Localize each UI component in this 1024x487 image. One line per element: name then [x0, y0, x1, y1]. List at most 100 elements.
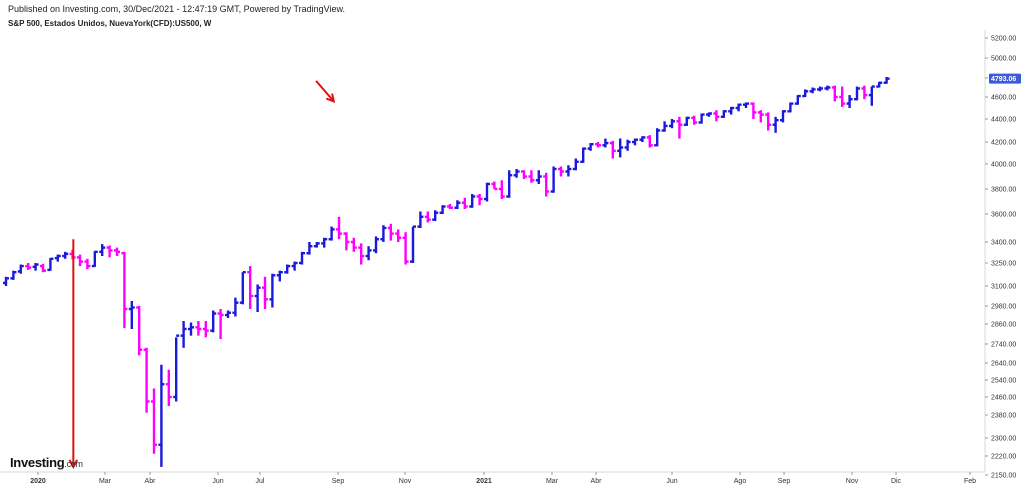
- ohlc-bar: [772, 116, 779, 133]
- ohlc-bar: [469, 194, 476, 208]
- ohlc-bar: [757, 110, 764, 123]
- ohlc-bar: [639, 136, 646, 142]
- ohlc-bar: [691, 115, 698, 125]
- ohlc-bar: [173, 334, 180, 402]
- x-tick-label: Nov: [846, 478, 859, 485]
- ohlc-bar: [609, 140, 616, 159]
- ohlc-bar: [373, 236, 379, 254]
- ohlc-bar: [40, 263, 46, 273]
- ohlc-bar: [395, 229, 402, 242]
- ohlc-bar: [683, 116, 690, 126]
- y-tick-label: 4400.00: [991, 117, 1016, 124]
- investing-logo: Investing.com: [10, 455, 83, 470]
- ohlc-bar: [114, 247, 120, 256]
- ohlc-bar: [17, 264, 24, 274]
- plot-area: [3, 77, 890, 467]
- ohlc-bar: [365, 246, 372, 261]
- ohlc-bar: [387, 223, 394, 241]
- y-tick-label: 2300.00: [991, 436, 1016, 443]
- ohlc-bar: [735, 103, 742, 112]
- last-price-tag: 4793.06: [989, 73, 1021, 84]
- ohlc-bar: [299, 251, 305, 265]
- ohlc-bar: [202, 321, 209, 338]
- axes: 5200.005000.004800.004600.004400.004200.…: [0, 30, 1021, 485]
- ohlc-bar: [99, 244, 106, 256]
- ohlc-bar: [262, 276, 268, 309]
- ohlc-bar: [617, 138, 624, 158]
- ohlc-bar: [484, 182, 490, 202]
- x-tick-label: Feb: [964, 478, 976, 485]
- ohlc-bar: [461, 197, 468, 209]
- ohlc-bar: [62, 251, 69, 259]
- ohlc-bar: [802, 89, 809, 98]
- ohlc-bar: [654, 128, 661, 147]
- ohlc-bar: [180, 321, 187, 348]
- x-tick-label: Ago: [734, 478, 747, 485]
- ohlc-bar: [239, 271, 246, 305]
- y-tick-label: 2980.00: [991, 304, 1016, 311]
- x-tick-label: Abr: [145, 478, 157, 485]
- ohlc-bar: [513, 169, 520, 178]
- ohlc-bar: [402, 232, 409, 265]
- ohlc-bar: [831, 85, 838, 102]
- ohlc-bar: [846, 95, 853, 108]
- y-tick-label: 3250.00: [991, 261, 1016, 268]
- ohlc-bar: [624, 139, 631, 151]
- x-tick-label: 2021: [476, 478, 492, 485]
- ohlc-bar: [676, 116, 683, 139]
- y-tick-label: 5000.00: [991, 56, 1016, 63]
- ohlc-bar: [77, 254, 83, 267]
- ohlc-bar: [765, 112, 772, 131]
- ohlc-bar: [794, 94, 801, 105]
- y-tick-label: 3400.00: [991, 240, 1016, 247]
- ohlc-bar: [780, 110, 786, 123]
- ohlc-bar: [713, 110, 720, 122]
- ohlc-bar: [165, 369, 172, 406]
- y-tick-label: 2540.00: [991, 378, 1016, 385]
- ohlc-bar: [410, 225, 416, 263]
- ohlc-bar: [343, 232, 350, 251]
- ohlc-bar: [306, 242, 313, 255]
- ohlc-bar: [121, 251, 128, 329]
- x-tick-label: Mar: [99, 478, 112, 485]
- ohlc-bar: [750, 102, 757, 119]
- ohlc-bar: [720, 110, 727, 119]
- y-tick-label: 3600.00: [991, 212, 1016, 219]
- last-price-label: 4793.06: [991, 76, 1016, 83]
- ohlc-bar: [824, 85, 831, 91]
- ohlc-bar: [158, 364, 165, 467]
- ohlc-bar: [358, 243, 365, 265]
- y-tick-label: 4200.00: [991, 140, 1016, 147]
- ohlc-bar: [10, 270, 17, 280]
- ohlc-bar: [861, 85, 868, 100]
- ohlc-bar: [32, 263, 39, 271]
- x-tick-label: Abr: [591, 478, 603, 485]
- ohlc-bar: [787, 102, 794, 113]
- y-tick-label: 2220.00: [991, 454, 1016, 461]
- ohlc-bar: [646, 135, 653, 148]
- ohlc-bar: [54, 254, 61, 262]
- ohlc-bar: [454, 200, 461, 209]
- ohlc-bar: [602, 138, 609, 148]
- ohlc-bar: [336, 216, 342, 240]
- ohlc-bar: [498, 180, 505, 199]
- x-tick-label: Dic: [891, 478, 902, 485]
- ohlc-bar: [669, 119, 675, 129]
- ohlc-bar: [276, 270, 283, 282]
- y-tick-label: 4000.00: [991, 162, 1016, 169]
- ohlc-bar: [506, 170, 513, 198]
- ohlc-bar: [558, 166, 564, 177]
- x-tick-label: Sep: [778, 478, 791, 485]
- ohlc-bar: [3, 276, 9, 286]
- y-tick-label: 2380.00: [991, 413, 1016, 420]
- ohlc-bar: [743, 102, 749, 108]
- ohlc-bar: [225, 310, 231, 318]
- ohlc-bar: [417, 211, 424, 228]
- ohlc-bar: [728, 106, 735, 115]
- ohlc-bar: [595, 142, 601, 148]
- ohlc-bar: [491, 181, 498, 191]
- y-tick-label: 2150.00: [991, 473, 1016, 480]
- x-tick-label: Nov: [399, 478, 412, 485]
- ohlc-bar: [321, 237, 328, 248]
